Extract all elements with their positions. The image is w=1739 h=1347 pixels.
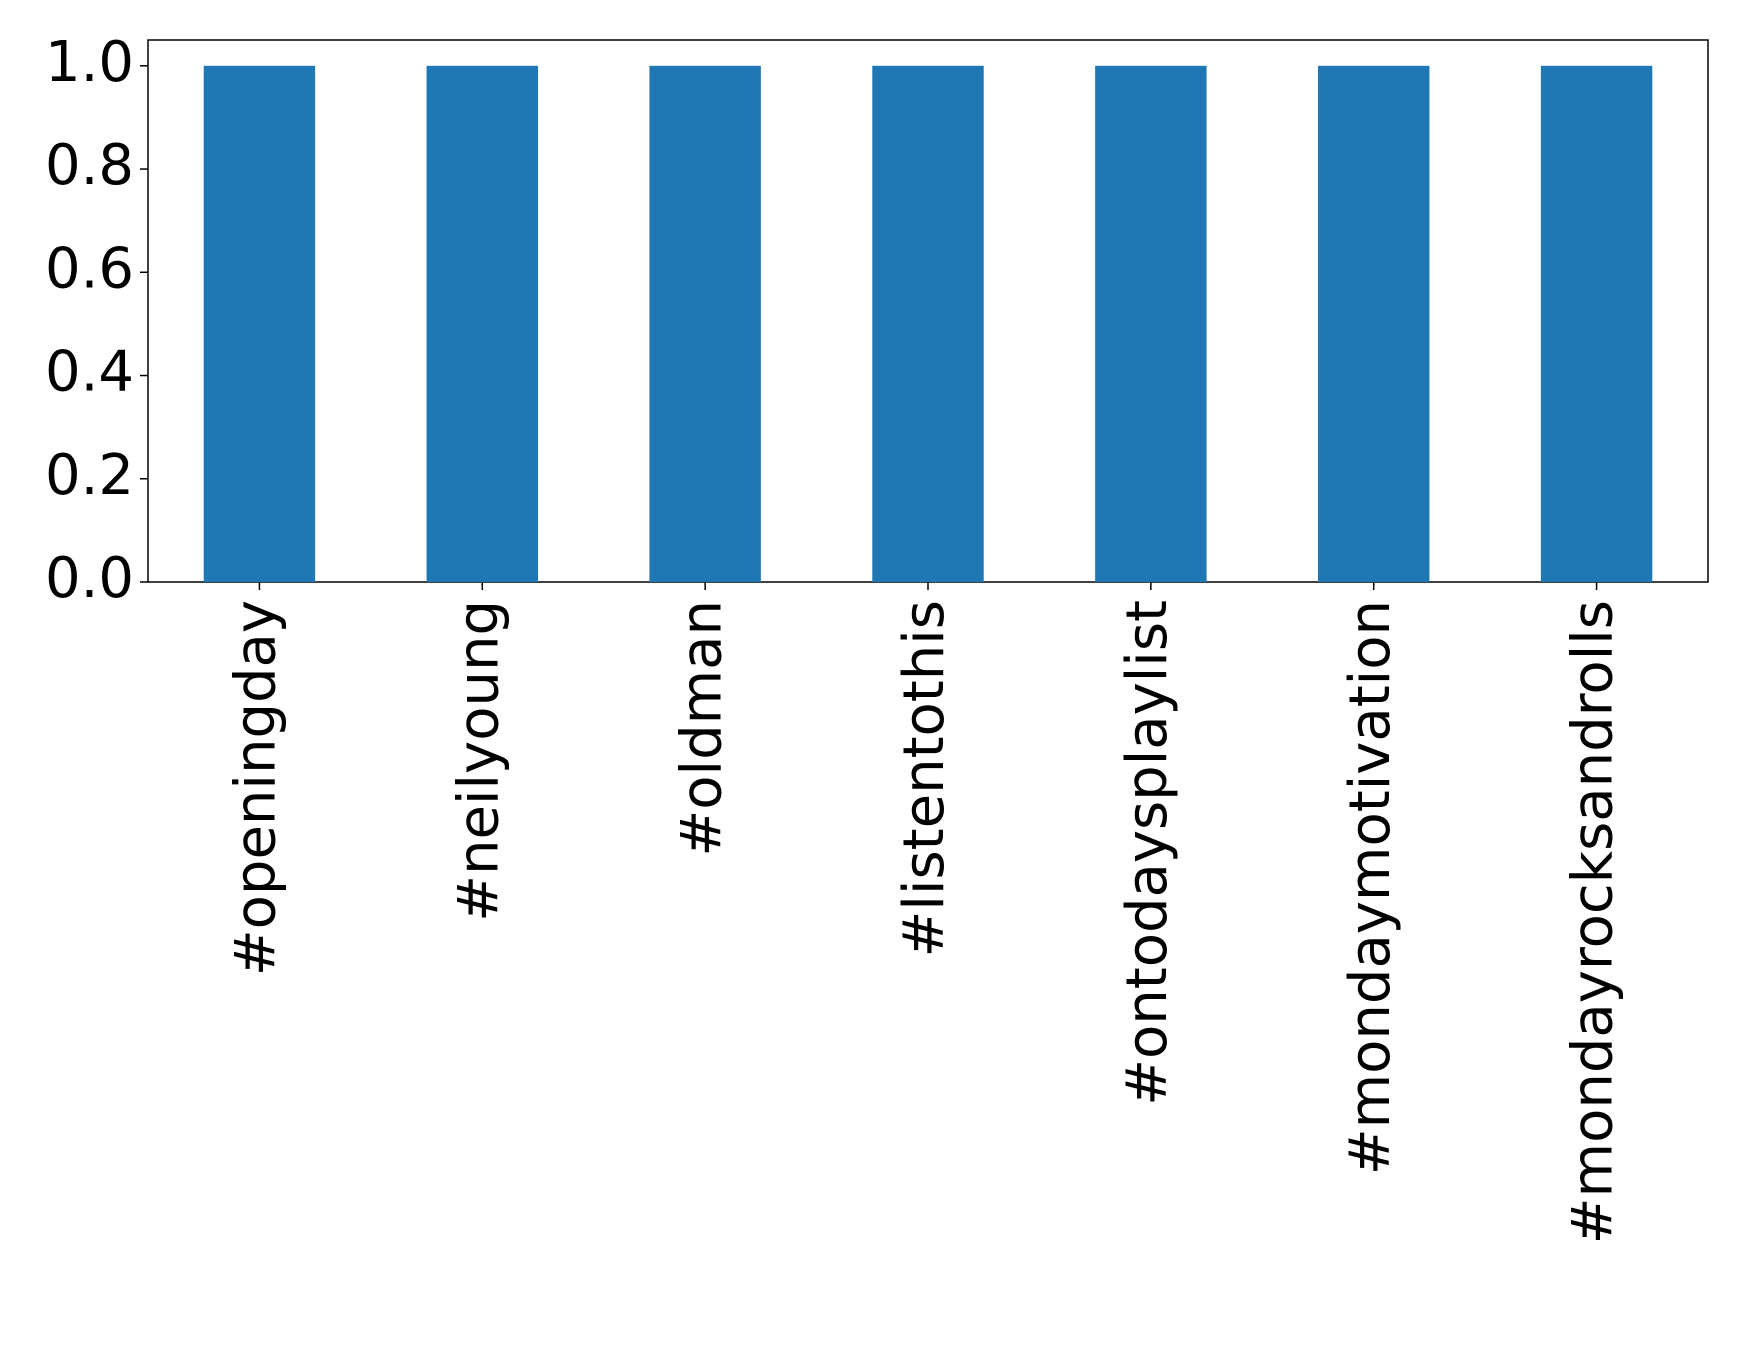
x-tick-label: #openingday [224, 600, 289, 976]
bar [649, 65, 761, 583]
x-tick-label: #oldman [669, 600, 734, 857]
x-tick-label: #ontodaysplaylist [1115, 600, 1180, 1106]
bar [872, 65, 984, 583]
x-tick-label: #neilyoung [446, 600, 511, 922]
y-tick-label: 0.6 [45, 236, 134, 301]
bar [426, 65, 538, 583]
bar [1318, 65, 1430, 583]
x-tick-label: #mondayrocksandrolls [1561, 600, 1626, 1244]
y-tick-label: 0.4 [45, 340, 134, 405]
bar [203, 65, 316, 583]
y-tick-label: 0.2 [45, 443, 134, 508]
bar [1540, 65, 1653, 583]
y-tick-label: 0.0 [45, 546, 134, 611]
bar [1095, 65, 1207, 583]
y-tick-label: 0.8 [45, 133, 134, 198]
y-tick-label: 1.0 [45, 30, 134, 95]
x-tick-label: #mondaymotivation [1338, 600, 1403, 1175]
x-tick-label: #listentothis [892, 600, 957, 958]
